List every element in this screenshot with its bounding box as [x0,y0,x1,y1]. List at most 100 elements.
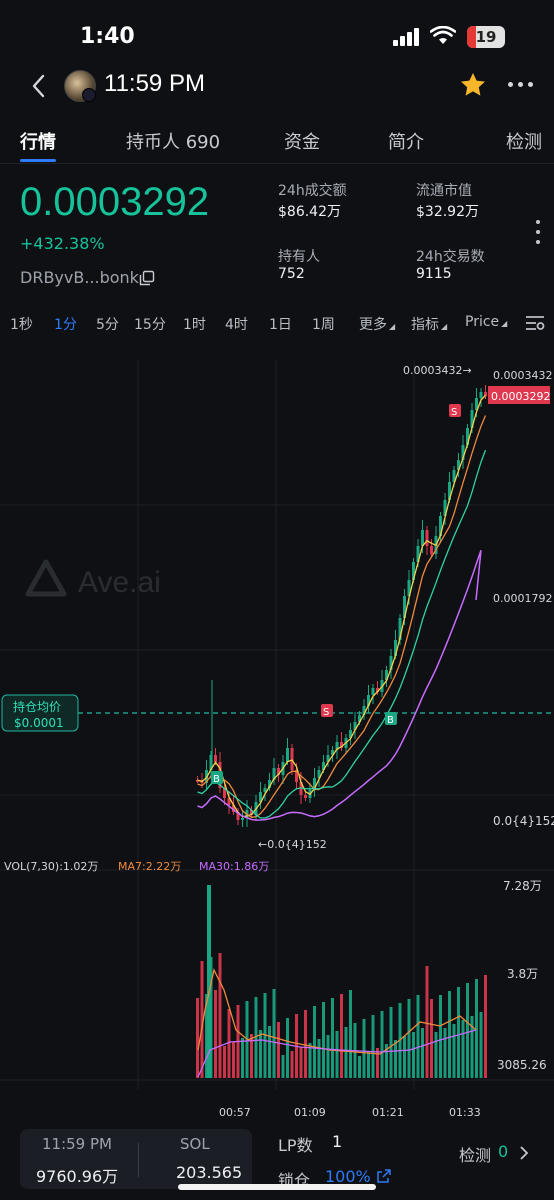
tf-1d[interactable]: 1日 [269,317,292,333]
candle-body [268,780,271,788]
candle-body [295,770,298,782]
ma-slow-line [197,449,487,819]
candle-body [412,562,415,580]
detect-label[interactable]: 检测 [459,1146,492,1165]
chevron-right-icon[interactable] [518,1145,530,1161]
footer-time-label: 11:59 PM [42,1135,112,1153]
volume-bar [281,1055,285,1078]
stats-more-icon[interactable] [536,220,542,246]
candle-body [304,795,307,798]
volume-bar [421,1028,424,1078]
tab-detect[interactable]: 检测 [506,132,542,153]
tf-1m[interactable]: 1分 [54,317,77,333]
copy-icon[interactable] [139,270,155,286]
tab-active-indicator [20,159,56,162]
volume-moving-averages [197,968,477,1078]
volume-bar [461,1020,465,1078]
tf-more-dropdown[interactable]: 更多 ◢ [359,317,396,333]
price-mode-dropdown[interactable]: Price ◢ [465,314,508,330]
stat-value-volume: $86.42万 [278,204,341,220]
volume-bar [196,998,199,1078]
kline-chart-canvas[interactable]: Ave.ai 0.0003432 0.0001792 0.0{4}152 0.0… [0,350,554,1120]
indicator-dropdown[interactable]: 指标 ◢ [411,317,448,333]
candle-body [394,640,397,656]
detect-count: 0 [498,1142,509,1161]
candle-body [407,580,411,596]
tab-market[interactable]: 行情 [20,132,56,153]
volume-bar [335,1031,339,1078]
candle-body [227,798,231,805]
tf-more-label: 更多 [359,317,387,333]
footer-time-value: 9760.96万 [36,1167,119,1186]
candle-body [398,618,402,640]
chart-grid [0,360,554,1090]
volume-bar [434,1032,438,1078]
tf-1s[interactable]: 1秒 [10,317,33,333]
volume-bar [241,1038,244,1078]
candle-body [425,530,429,546]
candle-body [277,768,280,775]
status-time: 1:40 [80,24,135,49]
trade-marker-buy-2[interactable]: B [385,712,397,726]
candle-body [371,688,375,695]
current-price-tag-bg [488,386,550,404]
favorite-star-icon[interactable] [458,70,488,100]
candle-body [461,445,465,460]
volume-bar [425,966,429,1078]
lock-value-link[interactable]: 100% [325,1167,371,1186]
ave-logo-icon [25,559,67,597]
volume-bar [367,1052,370,1078]
tab-funds[interactable]: 资金 [284,132,320,153]
chart-settings-icon[interactable] [525,314,545,332]
ave-watermark: Ave.ai [25,559,161,599]
trade-marker-label: S [323,707,329,718]
volume-bar [299,1047,303,1078]
trade-marker-sell-2[interactable]: S [449,404,461,418]
candle-body [322,762,325,770]
trade-marker-buy-1[interactable]: B [211,771,223,785]
moving-averages [197,394,487,821]
indicator-label: 指标 [411,317,439,333]
volume-bar [385,1044,388,1078]
candle-body [448,482,451,500]
volume-bar [326,1035,330,1078]
tab-intro[interactable]: 简介 [388,132,424,153]
volume-bar [380,1011,384,1078]
trade-marker-sell-1[interactable]: S [321,704,333,718]
volume-bar [277,1022,280,1078]
tf-1w[interactable]: 1周 [312,317,335,333]
tf-15m[interactable]: 15分 [134,317,166,333]
time-axis-3: 01:33 [449,1106,481,1119]
volume-bar [313,1006,316,1078]
wifi-icon [430,26,456,44]
candle-body [479,392,483,398]
volume-bar [416,995,420,1078]
candle-body [443,500,447,516]
footer-bar: 11:59 PM 9760.96万 SOL 203.565 LP数 1 锁仓 1… [0,1120,554,1200]
volume-bar [290,1051,294,1078]
candle-body [349,730,352,738]
volume-bar [200,961,204,1078]
volume-bar [470,1016,474,1078]
price-chart[interactable]: Ave.ai 0.0003432 0.0001792 0.0{4}152 0.0… [0,350,554,1120]
back-icon[interactable] [28,72,50,100]
tf-4h[interactable]: 4时 [225,317,248,333]
candle-body [475,398,478,410]
volume-axis-low: 3085.26 [497,1058,547,1072]
volume-bar [223,1046,226,1078]
candle-body [241,818,244,820]
volume-bar [358,1056,361,1078]
more-options-icon[interactable] [508,80,534,90]
price-sol-box: 11:59 PM 9760.96万 SOL 203.565 [20,1129,252,1189]
footer-sol-label: SOL [180,1135,210,1153]
tf-5m[interactable]: 5分 [96,317,119,333]
battery-level: 19 [475,28,497,46]
tf-1h[interactable]: 1时 [183,317,206,333]
external-link-icon[interactable] [376,1168,392,1184]
volume-bar [322,1002,325,1078]
volume-bar [403,1036,406,1078]
tab-holders[interactable]: 持币人 690 [126,132,221,153]
candle-body [250,810,253,815]
candle-body [232,805,235,812]
status-bar: 1:40 19 [0,0,554,62]
